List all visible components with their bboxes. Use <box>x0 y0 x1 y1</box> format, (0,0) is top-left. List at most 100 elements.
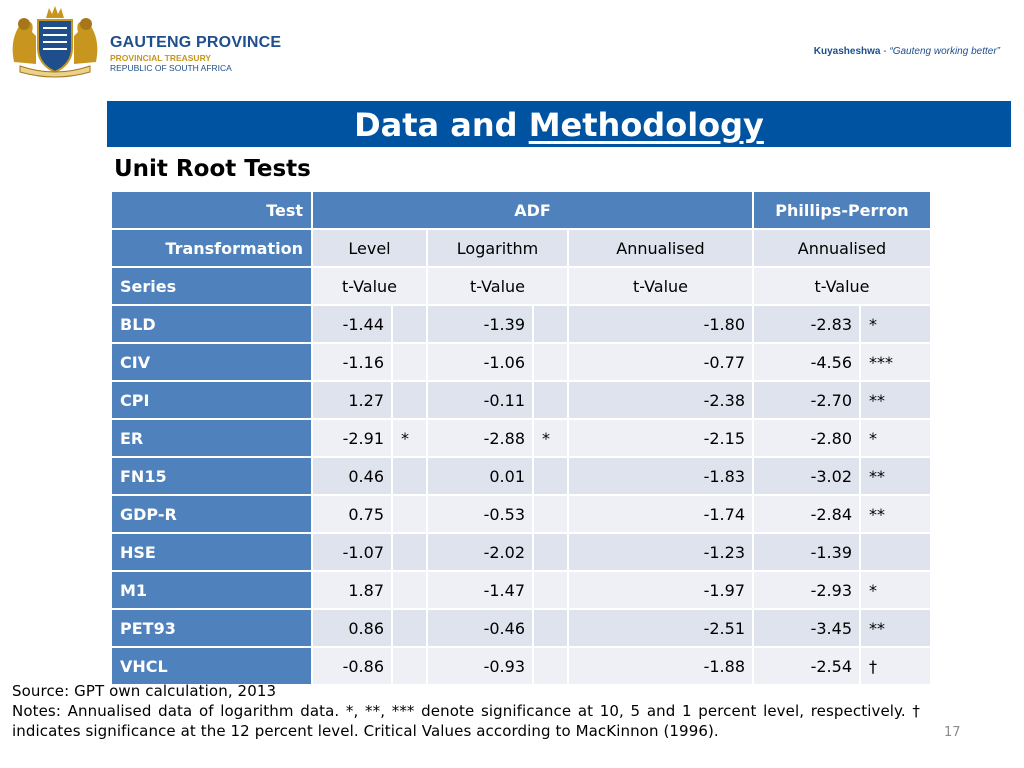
series-name: VHCL <box>110 646 313 686</box>
phillips-perron-header: Phillips-Perron <box>752 190 932 230</box>
table-row: BLD -1.44 -1.39 -1.80 -2.83 * <box>110 304 932 344</box>
table-row: ER -2.91 * -2.88 * -2.15 -2.80 * <box>110 418 932 458</box>
pp-value: -2.84 <box>752 494 861 534</box>
log-significance <box>532 646 569 686</box>
log-value: -1.39 <box>426 304 534 344</box>
series-label: Series <box>110 266 313 306</box>
level-value: 1.87 <box>311 570 393 610</box>
slide-title: Data and Methodology <box>107 101 1011 147</box>
slide-header: GAUTENG PROVINCE PROVINCIAL TREASURY REP… <box>0 0 1024 90</box>
log-significance <box>532 456 569 496</box>
log-value: -0.46 <box>426 608 534 648</box>
org-country: REPUBLIC OF SOUTH AFRICA <box>110 63 232 73</box>
table-row: CIV -1.16 -1.06 -0.77 -4.56 *** <box>110 342 932 382</box>
level-value: -1.07 <box>311 532 393 572</box>
series-name: FN15 <box>110 456 313 496</box>
level-significance: * <box>391 418 428 458</box>
log-value: -1.47 <box>426 570 534 610</box>
pp-value: -2.83 <box>752 304 861 344</box>
header-row-transformation: Transformation Level Logarithm Annualise… <box>110 228 932 268</box>
pp-value: -2.54 <box>752 646 861 686</box>
series-name: M1 <box>110 570 313 610</box>
level-value: 1.27 <box>311 380 393 420</box>
annualised-value: -1.88 <box>567 646 754 686</box>
pp-value: -3.02 <box>752 456 861 496</box>
pp-significance <box>859 532 932 572</box>
series-name: CPI <box>110 380 313 420</box>
level-value: 0.75 <box>311 494 393 534</box>
transformation-logarithm: Logarithm <box>426 228 569 268</box>
pp-significance: † <box>859 646 932 686</box>
notes-text: Notes: Annualised data of logarithm data… <box>12 702 920 740</box>
pp-significance: * <box>859 304 932 344</box>
log-significance <box>532 304 569 344</box>
log-significance <box>532 342 569 382</box>
transformation-pp-annualised: Annualised <box>752 228 932 268</box>
pp-significance: ** <box>859 380 932 420</box>
annualised-value: -2.51 <box>567 608 754 648</box>
level-value: -0.86 <box>311 646 393 686</box>
level-significance <box>391 570 428 610</box>
transformation-label: Transformation <box>110 228 313 268</box>
log-value: -1.06 <box>426 342 534 382</box>
level-value: 0.46 <box>311 456 393 496</box>
pp-value: -1.39 <box>752 532 861 572</box>
table-row: FN15 0.46 0.01 -1.83 -3.02 ** <box>110 456 932 496</box>
log-value: -2.88 <box>426 418 534 458</box>
tvalue-pp: t-Value <box>752 266 932 306</box>
pp-significance: * <box>859 570 932 610</box>
header-row-test: Test ADF Phillips-Perron <box>110 190 932 230</box>
table-row: VHCL -0.86 -0.93 -1.88 -2.54 † <box>110 646 932 686</box>
tvalue-logarithm: t-Value <box>426 266 569 306</box>
log-significance <box>532 380 569 420</box>
pp-significance: *** <box>859 342 932 382</box>
title-underlined: Methodology <box>528 106 764 144</box>
series-name: ER <box>110 418 313 458</box>
log-value: -2.02 <box>426 532 534 572</box>
log-value: -0.53 <box>426 494 534 534</box>
level-significance <box>391 304 428 344</box>
series-name: PET93 <box>110 608 313 648</box>
transformation-level: Level <box>311 228 428 268</box>
page-number: 17 <box>944 725 961 740</box>
log-value: -0.11 <box>426 380 534 420</box>
coat-of-arms-icon <box>12 6 98 78</box>
annualised-value: -2.15 <box>567 418 754 458</box>
pp-significance: ** <box>859 456 932 496</box>
pp-significance: ** <box>859 494 932 534</box>
level-value: -2.91 <box>311 418 393 458</box>
pp-value: -2.93 <box>752 570 861 610</box>
source-note: Source: GPT own calculation, 2013 <box>12 682 277 700</box>
level-value: -1.16 <box>311 342 393 382</box>
pp-value: -2.80 <box>752 418 861 458</box>
log-significance <box>532 494 569 534</box>
log-significance <box>532 608 569 648</box>
log-significance <box>532 532 569 572</box>
pp-value: -3.45 <box>752 608 861 648</box>
level-value: 0.86 <box>311 608 393 648</box>
pp-significance: ** <box>859 608 932 648</box>
level-significance <box>391 646 428 686</box>
level-significance <box>391 456 428 496</box>
pp-value: -2.70 <box>752 380 861 420</box>
annualised-value: -1.23 <box>567 532 754 572</box>
level-significance <box>391 380 428 420</box>
log-value: -0.93 <box>426 646 534 686</box>
header-row-series: Series t-Value t-Value t-Value t-Value <box>110 266 932 306</box>
level-value: -1.44 <box>311 304 393 344</box>
tagline-brand: Kuyasheshwa <box>813 46 881 57</box>
log-significance: * <box>532 418 569 458</box>
section-subtitle: Unit Root Tests <box>114 156 311 182</box>
org-department: PROVINCIAL TREASURY <box>110 53 212 63</box>
footnotes: Source: GPT own calculation, 2013 Notes:… <box>12 681 920 741</box>
annualised-value: -1.80 <box>567 304 754 344</box>
log-significance <box>532 570 569 610</box>
level-significance <box>391 532 428 572</box>
level-significance <box>391 494 428 534</box>
tagline-separator: - <box>880 46 890 57</box>
level-significance <box>391 608 428 648</box>
series-name: HSE <box>110 532 313 572</box>
table-row: M1 1.87 -1.47 -1.97 -2.93 * <box>110 570 932 610</box>
level-significance <box>391 342 428 382</box>
series-name: BLD <box>110 304 313 344</box>
